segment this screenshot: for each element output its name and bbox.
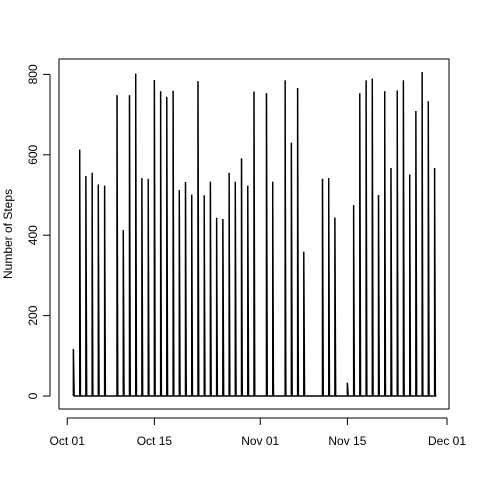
y-tick-label: 600: [26, 144, 40, 164]
x-axis: Oct 01 Oct 15 Nov 01 Nov 15 Dec 01: [50, 417, 466, 448]
plot-box: [58, 58, 450, 410]
series-line: [72, 71, 437, 397]
y-tick-label: 800: [26, 64, 40, 84]
y-tick-label: 400: [26, 225, 40, 245]
y-axis-label: Number of Steps: [1, 189, 15, 279]
series-layer: [72, 71, 437, 397]
y-tick-label: 0: [26, 392, 40, 399]
x-tick-label: Dec 01: [428, 434, 466, 448]
x-tick-label: Nov 15: [328, 434, 366, 448]
x-tick-label: Nov 01: [241, 434, 279, 448]
x-tick-label: Oct 15: [137, 434, 173, 448]
y-tick-label: 200: [26, 305, 40, 325]
x-tick-label: Oct 01: [50, 434, 86, 448]
y-axis: 0 200 400 600 800: [26, 64, 51, 399]
